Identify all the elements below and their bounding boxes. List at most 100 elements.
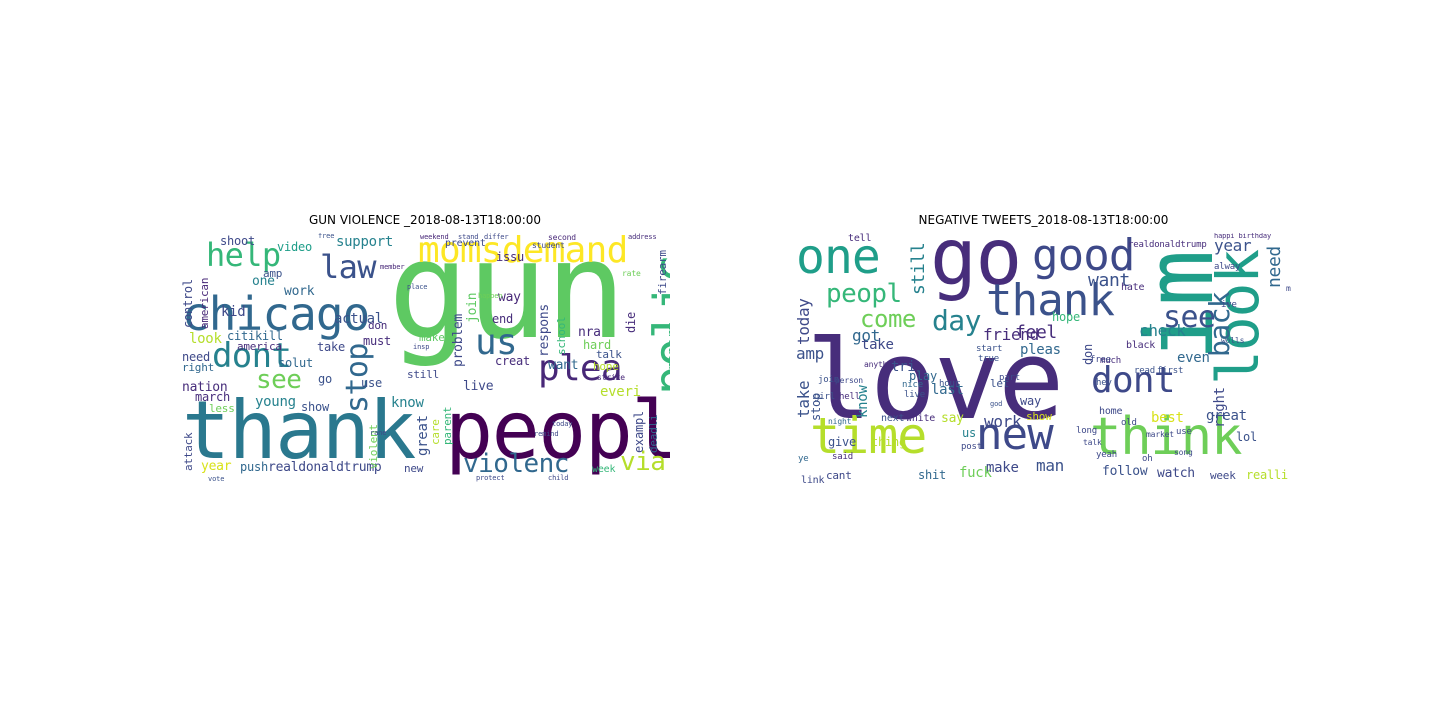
word-today: today [796,298,813,345]
word-love: love [806,316,1064,444]
word-everi: everi [600,384,641,400]
word-ye: ye [798,454,809,464]
word-night: night [828,417,852,426]
word-amp: amp [263,267,283,280]
word-read: read [1134,366,1155,376]
word-rate: rate [622,269,641,278]
word-free: free [318,233,335,240]
word-prevent: prevent [445,238,486,249]
word-must: must [363,334,391,348]
word-last: last [931,382,964,398]
word-hard: hard [583,338,611,352]
word-thank: thank [182,384,416,477]
word-live: live [904,390,925,400]
word-hell: hell [839,392,860,402]
word-make: make [986,460,1019,476]
word-student: student [532,241,565,250]
word-insp: insp [413,343,430,351]
word-post: post [961,442,982,452]
word-work: work [284,284,315,299]
word-happi-birthday: happi birthday [1214,233,1272,240]
word-exampl: exampl [632,411,646,453]
word-creat: creat [495,354,530,368]
word-start: start [976,344,1003,354]
word-take: take [317,340,345,354]
word-way: way [1020,394,1041,408]
word-link: link [801,475,825,484]
word-oh: oh [1142,454,1153,464]
word-check: check [1139,321,1186,340]
word-home: home [1099,406,1123,417]
word-amp: amp [796,344,824,363]
word-citikill: citikill [227,329,283,343]
word-support: support [336,234,394,250]
word-work: work [984,412,1022,431]
word-parent: parent [441,406,454,445]
word-think: think [1090,407,1242,467]
word-show: show [1026,410,1052,423]
wordcloud-gun-violence: gun thank peopl momsdemand chicago polic dont h… [180,233,670,483]
word-control: control [181,279,195,328]
word-year: year [201,459,232,474]
word-stand: stand [458,233,479,241]
word-member: member [380,263,405,271]
word-chicago: chicago [182,287,370,341]
word-actual: actual [334,311,383,327]
word-see: see [1163,300,1216,335]
word-cant: cant [826,469,852,482]
word-issu: issu [496,250,524,264]
word-momsdemand: momsdemand [418,233,628,271]
word-money: money [1286,284,1291,293]
word-care: care [429,419,442,445]
word-new: new [976,409,1054,460]
word-kid: kid [221,304,246,320]
word-song: song [1174,448,1193,457]
word-make: make [419,331,445,344]
word-next: next [881,413,905,424]
word-video: video [277,240,312,254]
word-shit: shit [918,468,946,482]
word-realdonaldtrump: realdonaldtrump [1128,240,1207,250]
word-deadli: deadli [647,414,660,453]
word-watch: watch [1157,466,1195,481]
word-respons: respons [537,304,552,357]
word-talk: talk [596,348,622,361]
word-thank: thank [986,275,1115,326]
word-feel: feel [1015,322,1057,343]
word-america: america [237,340,282,353]
word-peopl: peopl [445,384,670,477]
word-market: market [1146,430,1174,439]
wordcloud-negative-tweets: love go im look one good thank time new think dont… [796,233,1291,483]
word-alway: alway [1214,262,1241,272]
word-man: man [1036,456,1064,475]
word-second: second [548,233,576,242]
word-thing: thing [871,435,906,449]
word-nra: nra [578,325,601,340]
word-say: say [941,411,964,426]
word-use: use [361,376,382,390]
word-hope: hope [593,360,619,373]
word-hope: hope [1052,310,1080,324]
word-black: black [1126,340,1156,351]
word-remind: remind [534,430,559,438]
word-play: play [909,369,937,383]
word-protect: protect [476,474,505,482]
word-via: via [620,447,666,477]
word-friend: friend [983,325,1039,344]
word-gun: gun [388,233,626,369]
word-show: show [301,400,329,414]
word-pleas: pleas [1020,342,1061,358]
word-right: right [182,361,215,374]
word-us: us [962,426,976,440]
word-place: place [407,283,428,291]
word-time: time [810,407,927,465]
word-happen: happen [478,292,503,300]
word-violenc: violenc [463,449,569,479]
word-nation: nation [182,380,228,395]
word-live: live [463,379,494,394]
word-differ: differ [484,233,509,241]
word-shoot: shoot [220,234,255,248]
word-need: need [1264,246,1285,288]
word-person: person [835,376,863,385]
word-realli: realli [1246,468,1288,482]
